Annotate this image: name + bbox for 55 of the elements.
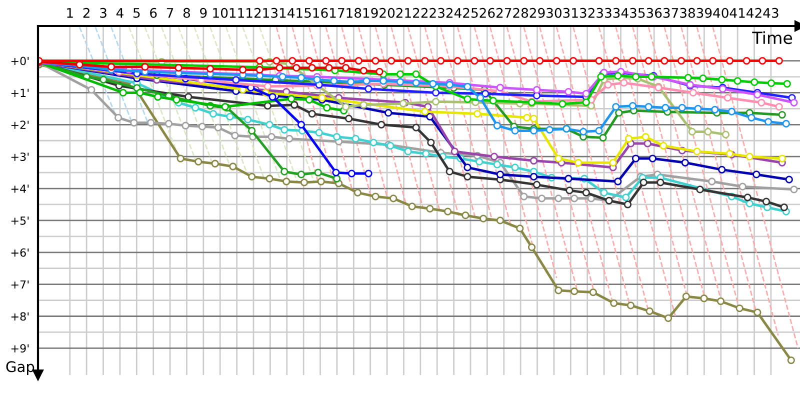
x-tick-label: 37	[663, 8, 678, 18]
x-tick-label: 24	[446, 8, 462, 18]
y-tick-label: +7'	[11, 280, 29, 289]
x-tick-label: 4	[116, 8, 124, 18]
x-tick-label: 31	[563, 8, 578, 18]
x-tick-label: 15	[296, 8, 311, 18]
x-tick-label: 23	[430, 8, 444, 18]
x-tick-label: 27	[496, 8, 512, 18]
x-tick-label: 14	[280, 8, 295, 18]
x-tick-label: 10	[213, 8, 228, 18]
x-tick-label: 1	[67, 8, 73, 18]
x-tick-label: 36	[646, 8, 662, 18]
y-tick-label: +8'	[11, 312, 29, 321]
x-tick-label: 6	[150, 8, 157, 18]
x-tick-label: 11	[230, 8, 244, 18]
y-tick-label: +9'	[11, 344, 29, 353]
x-tick-label: 16	[313, 8, 328, 18]
x-tick-label: 22	[412, 8, 428, 18]
x-tick-label: 19	[363, 8, 378, 18]
x-tick-label: 33	[596, 8, 612, 18]
x-tick-label: 43	[763, 8, 778, 18]
y-tick-label: +3'	[11, 152, 29, 161]
x-tick-label: 39	[696, 8, 712, 18]
x-tick-label: 25	[463, 8, 478, 18]
y-tick-label: +0'	[11, 56, 29, 66]
x-tick-label: 40	[713, 8, 728, 18]
x-tick-label: 9	[200, 8, 207, 18]
y-tick-label: +4'	[11, 184, 29, 193]
x-tick-label: 17	[330, 8, 344, 18]
x-tick-label: 18	[346, 8, 362, 18]
x-tick-label: 34	[613, 8, 628, 18]
y-tick-label: +1'	[11, 88, 29, 97]
y-tick-label: +2'	[11, 120, 29, 129]
x-tick-label: 26	[480, 8, 495, 18]
x-tick-label: 28	[513, 8, 528, 18]
x-tick-label: 30	[546, 8, 562, 18]
x-tick-label: 5	[133, 8, 140, 18]
x-tick-label: 42	[746, 8, 762, 18]
x-tick-label: 7	[166, 8, 174, 18]
x-tick-label: 3	[100, 8, 106, 18]
x-tick-label: 21	[396, 8, 411, 18]
y-tick-label: +5'	[11, 216, 29, 225]
x-tick-label: 41	[730, 8, 745, 18]
x-tick-label: 8	[183, 8, 190, 18]
x-tick-label: 32	[580, 8, 594, 18]
y-axis-title: Gap	[6, 361, 34, 375]
x-tick-label: 12	[246, 8, 261, 18]
x-tick-label: 38	[680, 8, 695, 18]
x-axis-title: Time	[752, 31, 792, 44]
x-tick-label: 29	[530, 8, 545, 18]
x-tick-label: 2	[83, 8, 90, 18]
x-tick-label: 35	[630, 8, 645, 18]
y-tick-label: +6'	[11, 248, 29, 257]
x-tick-label: 20	[380, 8, 395, 18]
x-tick-label: 13	[263, 8, 278, 18]
